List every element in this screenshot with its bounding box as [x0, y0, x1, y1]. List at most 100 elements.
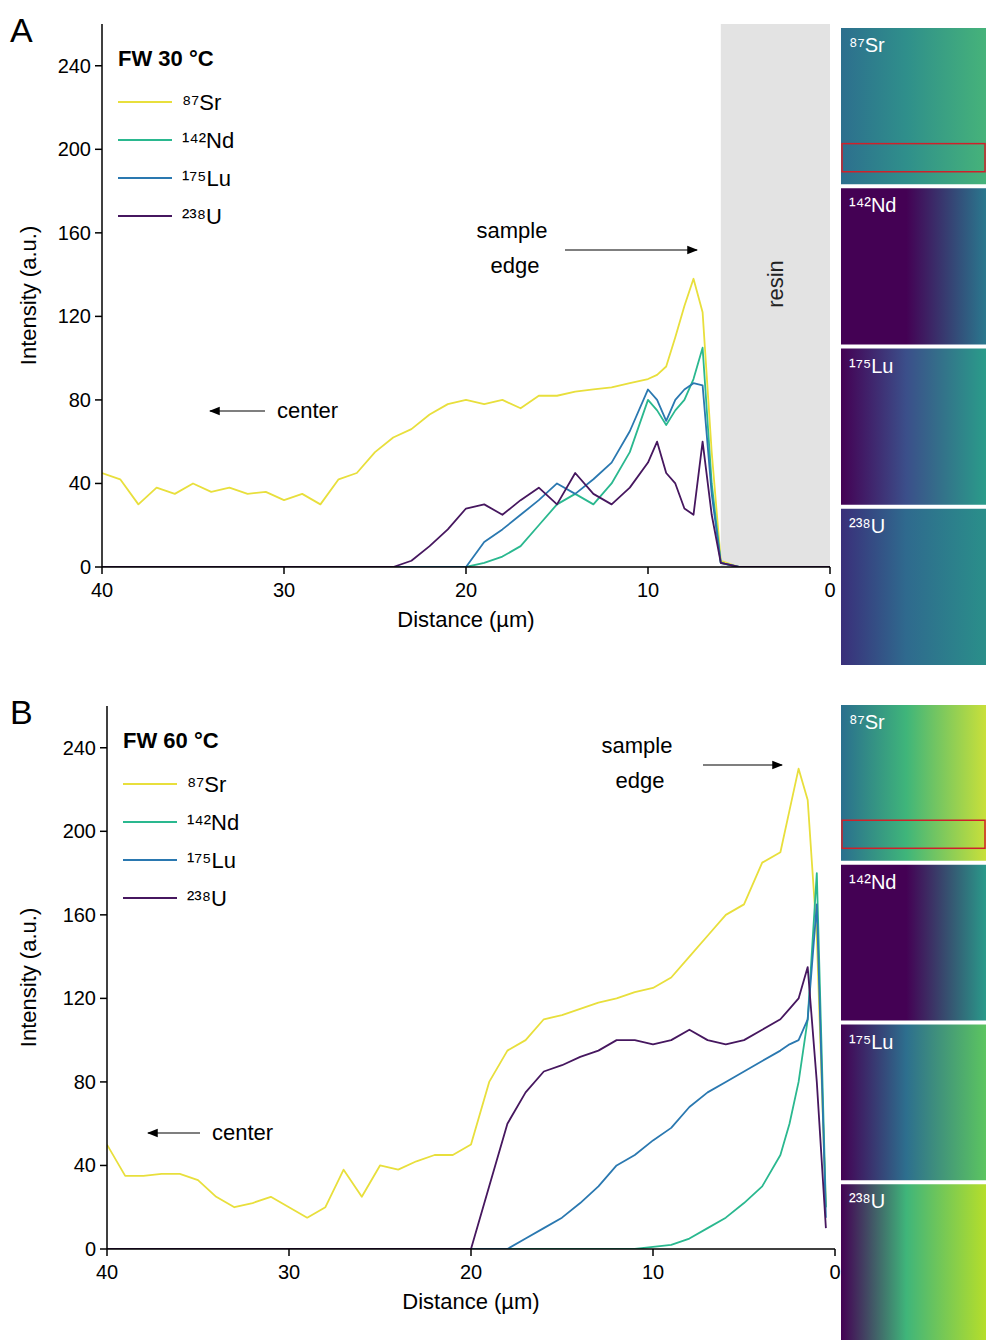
y-axis-title: Intensity (a.u.) — [16, 226, 41, 365]
element-map-label: ²³⁸U — [849, 515, 885, 537]
legend-swatch — [118, 101, 172, 103]
legend-swatch — [118, 215, 172, 217]
y-tick-label: 40 — [69, 472, 91, 494]
axes: 40302010004080120160200240 — [58, 24, 836, 601]
y-tick-label: 80 — [74, 1071, 96, 1093]
element-map-label: ⁸⁷Sr — [849, 711, 885, 733]
x-tick-label: 30 — [273, 579, 295, 601]
x-tick-label: 20 — [455, 579, 477, 601]
x-tick-label: 20 — [460, 1261, 482, 1283]
plot-area — [107, 769, 826, 1249]
x-tick — [834, 1249, 836, 1256]
profile-box — [842, 144, 985, 172]
axes: 40302010004080120160200240 — [63, 706, 841, 1283]
x-tick-label: 40 — [96, 1261, 118, 1283]
element-map — [841, 1184, 986, 1340]
x-tick-label: 0 — [824, 579, 835, 601]
x-tick-label: 0 — [829, 1261, 840, 1283]
legend-swatch — [123, 859, 177, 861]
y-tick-label: 200 — [63, 820, 96, 842]
profile-box — [842, 820, 985, 848]
x-tick — [465, 567, 467, 574]
y-tick-label: 40 — [74, 1154, 96, 1176]
y-tick-label: 160 — [58, 222, 91, 244]
legend-label: ²³⁸U — [182, 204, 222, 229]
chart-title: FW 60 °C — [123, 728, 219, 753]
region-label: resin — [763, 260, 788, 308]
y-tick — [100, 914, 107, 916]
chart-title: FW 30 °C — [118, 46, 214, 71]
y-tick — [95, 232, 102, 234]
y-tick-label: 0 — [80, 556, 91, 578]
legend-swatch — [123, 821, 177, 823]
y-tick — [95, 65, 102, 67]
plot-area — [102, 24, 830, 567]
y-tick-label: 120 — [63, 987, 96, 1009]
series-line — [102, 442, 830, 567]
figure: resin40302010004080120160200240Distance … — [0, 0, 987, 1342]
x-axis-title: Distance (µm) — [402, 1289, 539, 1314]
element-map — [841, 865, 986, 1021]
x-tick-label: 10 — [642, 1261, 664, 1283]
legend: ⁸⁷Sr¹⁴²Nd¹⁷⁵Lu²³⁸U — [123, 772, 239, 911]
x-tick — [288, 1249, 290, 1256]
x-tick — [647, 567, 649, 574]
y-tick — [95, 149, 102, 151]
legend-label: ¹⁷⁵Lu — [182, 166, 231, 191]
legend-label: ²³⁸U — [187, 886, 227, 911]
element-map-label: ¹⁴²Nd — [849, 871, 896, 893]
x-tick — [652, 1249, 654, 1256]
annotation-arrow — [703, 764, 782, 765]
element-map-label: ²³⁸U — [849, 1190, 885, 1212]
legend: ⁸⁷Sr¹⁴²Nd¹⁷⁵Lu²³⁸U — [118, 90, 234, 229]
element-map — [841, 705, 986, 861]
annotation-arrow — [565, 249, 697, 250]
element-map-label: ⁸⁷Sr — [849, 34, 885, 56]
annotation-arrow — [148, 1132, 200, 1133]
x-tick — [470, 1249, 472, 1256]
annotation: sample edge — [601, 733, 678, 793]
y-axis-line — [106, 706, 108, 1249]
y-tick — [100, 831, 107, 833]
y-tick-label: 240 — [58, 55, 91, 77]
legend-swatch — [118, 177, 172, 179]
series-line — [102, 348, 830, 567]
legend-label: ¹⁷⁵Lu — [187, 848, 236, 873]
legend-swatch — [118, 139, 172, 141]
x-axis-title: Distance (µm) — [397, 607, 534, 632]
series-line — [107, 769, 826, 1218]
series-line — [107, 904, 826, 1249]
element-map-label: ¹⁷⁵Lu — [849, 1031, 893, 1053]
y-tick-label: 240 — [63, 737, 96, 759]
legend-label: ⁸⁷Sr — [182, 90, 221, 115]
y-tick — [100, 747, 107, 749]
legend-swatch — [123, 783, 177, 785]
y-tick — [95, 316, 102, 318]
series-line — [102, 279, 830, 567]
x-tick-label: 10 — [637, 579, 659, 601]
element-map — [841, 509, 986, 665]
series-line — [102, 383, 830, 567]
panel-letter: A — [10, 11, 33, 49]
x-tick — [283, 567, 285, 574]
element-map — [841, 1025, 986, 1181]
x-tick-label: 30 — [278, 1261, 300, 1283]
y-tick — [100, 1248, 107, 1250]
y-tick-label: 80 — [69, 389, 91, 411]
y-axis-title: Intensity (a.u.) — [16, 908, 41, 1047]
x-tick — [106, 1249, 108, 1256]
x-tick — [101, 567, 103, 574]
y-tick-label: 200 — [58, 138, 91, 160]
x-tick-label: 40 — [91, 579, 113, 601]
legend-label: ⁸⁷Sr — [187, 772, 226, 797]
y-axis-line — [101, 24, 103, 567]
y-tick — [100, 998, 107, 1000]
y-tick — [100, 1165, 107, 1167]
shaded-region — [721, 24, 830, 567]
annotation-arrow — [210, 410, 265, 411]
annotation: sample edge — [476, 218, 553, 278]
panel: 40302010004080120160200240Distance (µm)I… — [10, 693, 986, 1340]
element-map-label: ¹⁷⁵Lu — [849, 355, 893, 377]
panel-letter: B — [10, 693, 33, 731]
element-map — [841, 28, 986, 184]
